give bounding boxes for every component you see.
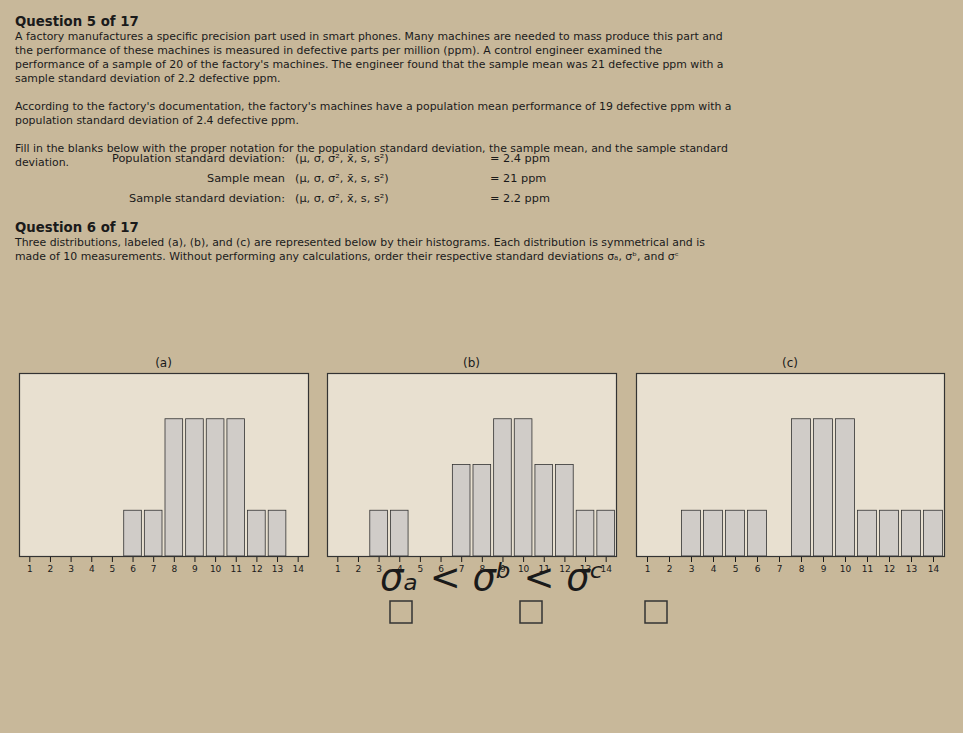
svg-text:2: 2	[48, 564, 54, 574]
svg-text:12: 12	[251, 564, 262, 574]
svg-text:10: 10	[210, 564, 222, 574]
svg-text:3: 3	[68, 564, 74, 574]
svg-text:10: 10	[840, 564, 852, 574]
svg-text:13: 13	[272, 564, 283, 574]
svg-text:6: 6	[755, 564, 761, 574]
svg-text:1: 1	[335, 564, 341, 574]
svg-text:2: 2	[356, 564, 362, 574]
svg-text:8: 8	[799, 564, 805, 574]
svg-text:8: 8	[171, 564, 177, 574]
svg-text:1: 1	[645, 564, 651, 574]
svg-text:7: 7	[777, 564, 783, 574]
svg-text:1: 1	[27, 564, 33, 574]
svg-text:13: 13	[906, 564, 917, 574]
svg-text:4: 4	[711, 564, 717, 574]
svg-text:12: 12	[884, 564, 895, 574]
svg-text:9: 9	[192, 564, 198, 574]
svg-text:14: 14	[292, 564, 304, 574]
svg-text:2: 2	[667, 564, 673, 574]
svg-text:11: 11	[231, 564, 242, 574]
svg-text:5: 5	[110, 564, 116, 574]
svg-text:9: 9	[821, 564, 827, 574]
svg-text:14: 14	[928, 564, 940, 574]
svg-text:3: 3	[689, 564, 695, 574]
svg-text:5: 5	[733, 564, 739, 574]
svg-text:7: 7	[151, 564, 157, 574]
svg-text:11: 11	[862, 564, 873, 574]
svg-text:6: 6	[130, 564, 136, 574]
svg-text:4: 4	[89, 564, 95, 574]
